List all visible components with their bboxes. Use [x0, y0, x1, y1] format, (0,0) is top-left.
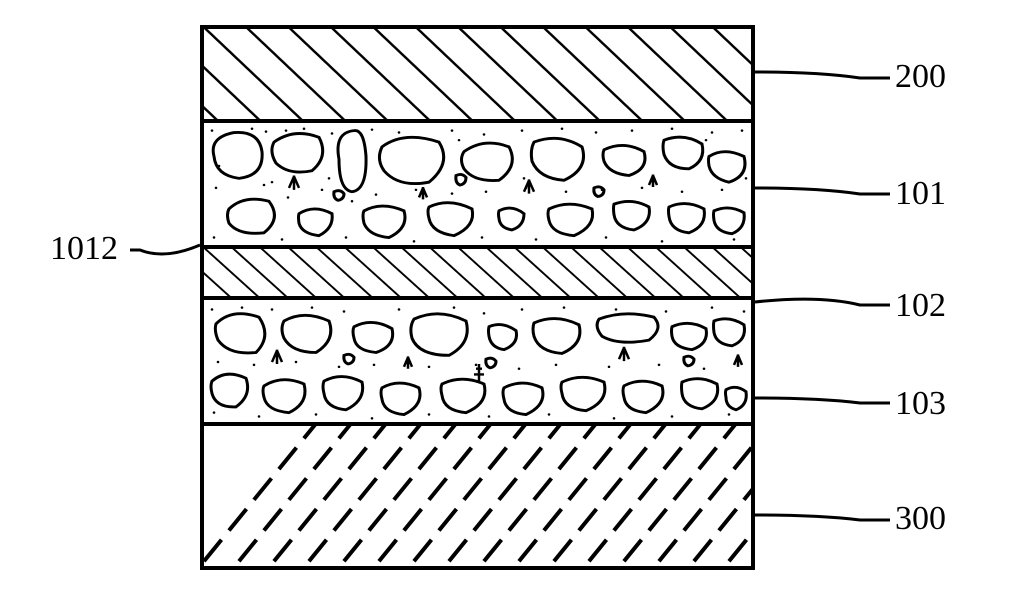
label-101: 101 [895, 175, 946, 213]
label-103: 103 [895, 385, 946, 423]
label-200: 200 [895, 58, 946, 96]
label-1012: 1012 [50, 230, 118, 268]
leader-lines [0, 0, 1022, 595]
label-300: 300 [895, 500, 946, 538]
label-102: 102 [895, 287, 946, 325]
